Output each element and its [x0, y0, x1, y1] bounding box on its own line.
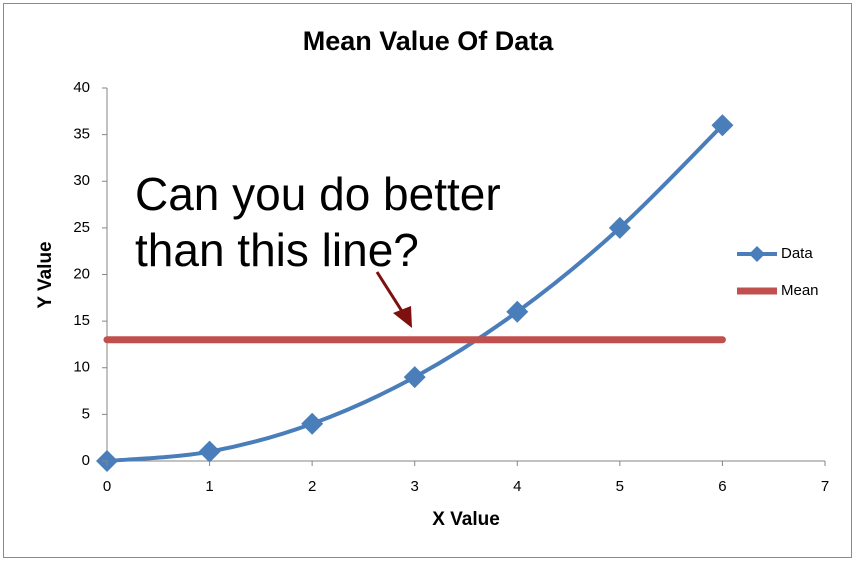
y-tick-label: 10 [73, 359, 90, 376]
x-tick-label: 7 [821, 478, 829, 495]
legend-marker [749, 246, 765, 262]
legend-label: Mean [781, 282, 819, 299]
y-tick-label: 20 [73, 265, 90, 282]
annotation: Can you do better [135, 168, 501, 220]
annotation: than this line? [135, 224, 419, 276]
data-point [711, 114, 734, 137]
data-point [403, 366, 426, 389]
x-tick-label: 5 [616, 478, 624, 495]
chart-border [3, 3, 852, 558]
arrow-shaft [375, 271, 407, 317]
y-axis-label: Y Value [35, 241, 56, 308]
y-tick-label: 5 [82, 405, 90, 422]
x-tick-label: 3 [411, 478, 419, 495]
y-tick-label: 25 [73, 219, 90, 236]
legend-label: Data [781, 245, 813, 262]
chart-title: Mean Value Of Data [303, 26, 555, 56]
x-tick-label: 0 [103, 478, 111, 495]
x-tick-label: 1 [205, 478, 213, 495]
y-tick-label: 35 [73, 126, 90, 143]
data-point [608, 216, 631, 239]
y-tick-label: 30 [73, 172, 90, 189]
data-point [198, 440, 221, 463]
y-tick-label: 15 [73, 312, 90, 329]
x-tick-label: 4 [513, 478, 521, 495]
y-tick-label: 0 [82, 452, 90, 469]
arrow-head [393, 306, 412, 328]
data-point [506, 300, 529, 323]
plot-area [96, 114, 734, 472]
x-axis-label: X Value [432, 509, 500, 530]
annotation-arrow [375, 271, 412, 328]
data-point [301, 412, 324, 435]
x-tick-label: 6 [718, 478, 726, 495]
x-tick-label: 2 [308, 478, 316, 495]
y-tick-label: 40 [73, 79, 90, 96]
